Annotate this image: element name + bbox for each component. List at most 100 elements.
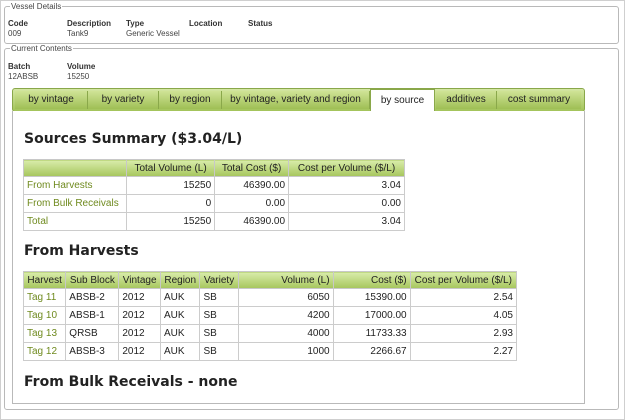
contents-batch-label: Batch	[8, 62, 31, 71]
vintage-cell: 2012	[118, 288, 161, 307]
sub-block-cell: QRSB	[65, 324, 120, 343]
cost-per-volume-cell: 3.04	[288, 176, 405, 195]
sub-block-cell: ABSB-1	[65, 306, 120, 325]
contents-volume: Volume 15250	[67, 62, 95, 82]
variety-cell: SB	[199, 306, 239, 325]
cost-per-volume-cell: 2.93	[409, 324, 518, 343]
cost-per-volume-cell: 4.05	[409, 306, 518, 325]
vessel-type: Type Generic Vessel	[126, 19, 180, 39]
variety-cell: SB	[199, 288, 239, 307]
column-header: Harvest	[22, 271, 67, 289]
vessel-description-label: Description	[67, 19, 112, 28]
column-header: Vintage	[118, 271, 161, 289]
table-row: Tag 11 ABSB-2 2012 AUK SB 6050 15390.00 …	[22, 288, 518, 307]
table-row: Total 15250 46390.00 3.04	[23, 212, 405, 231]
column-header: Total Cost ($)	[214, 159, 290, 177]
contents-batch: Batch 12ABSB	[8, 62, 38, 82]
column-header: Cost per Volume ($/L)	[288, 159, 405, 177]
column-header: Total Volume (L)	[125, 159, 216, 177]
vessel-status-label: Status	[248, 19, 273, 28]
total-cost-cell: 46390.00	[214, 176, 290, 195]
cost-per-volume-cell: 0.00	[288, 194, 405, 213]
tab-by-variety[interactable]: by variety	[88, 91, 159, 109]
vessel-code-value: 009	[8, 29, 22, 38]
variety-cell: SB	[199, 324, 239, 343]
source-total-label: Total	[23, 212, 127, 231]
tab-additives[interactable]: additives	[436, 91, 497, 109]
table-row: Tag 10 ABSB-1 2012 AUK SB 4200 17000.00 …	[22, 306, 518, 325]
source-link-harvests[interactable]: From Harvests	[23, 176, 127, 195]
total-cost-cell: 46390.00	[214, 212, 290, 231]
total-cost-cell: 0.00	[214, 194, 290, 213]
harvest-link[interactable]: Tag 12	[22, 342, 67, 361]
vessel-description-value: Tank9	[67, 29, 89, 38]
sources-summary-title: Sources Summary ($3.04/L)	[24, 131, 243, 147]
sub-block-cell: ABSB-3	[65, 342, 120, 361]
cost-cell: 2266.67	[332, 342, 411, 361]
contents-volume-label: Volume	[67, 62, 96, 71]
source-link-bulk-receivals[interactable]: From Bulk Receivals	[23, 194, 127, 213]
from-bulk-receivals-title: From Bulk Receivals - none	[24, 374, 238, 390]
vintage-cell: 2012	[118, 324, 161, 343]
tab-bar: by vintage by variety by region by vinta…	[12, 88, 585, 112]
column-header: Region	[159, 271, 201, 289]
table-row: Tag 12 ABSB-3 2012 AUK SB 1000 2266.67 2…	[22, 342, 518, 361]
tab-by-region[interactable]: by region	[159, 91, 222, 109]
contents-batch-value: 12ABSB	[8, 72, 39, 81]
cost-cell: 15390.00	[332, 288, 411, 307]
column-header	[23, 159, 127, 177]
current-contents-section: Current Contents	[4, 44, 619, 410]
tab-by-vintage[interactable]: by vintage	[15, 91, 88, 109]
column-header: Sub Block	[65, 271, 120, 289]
table-row: From Bulk Receivals 0 0.00 0.00	[23, 194, 405, 213]
volume-cell: 4000	[237, 324, 334, 343]
total-volume-cell: 15250	[125, 176, 216, 195]
region-cell: AUK	[159, 288, 201, 307]
vintage-cell: 2012	[118, 306, 161, 325]
from-harvests-title: From Harvests	[24, 243, 139, 259]
column-header: Cost ($)	[332, 271, 411, 289]
total-volume-cell: 15250	[125, 212, 216, 231]
table-row: From Harvests 15250 46390.00 3.04	[23, 176, 405, 195]
harvest-link[interactable]: Tag 13	[22, 324, 67, 343]
harvests-table: Harvest Sub Block Vintage Region Variety…	[22, 271, 518, 361]
vessel-code: Code 009	[8, 19, 28, 39]
cost-per-volume-cell: 2.54	[409, 288, 518, 307]
current-contents-legend: Current Contents	[11, 44, 72, 53]
cost-cell: 17000.00	[332, 306, 411, 325]
harvest-link[interactable]: Tag 10	[22, 306, 67, 325]
vessel-type-label: Type	[126, 19, 145, 28]
sources-summary-table: Total Volume (L) Total Cost ($) Cost per…	[23, 159, 405, 231]
table-header-row: Total Volume (L) Total Cost ($) Cost per…	[23, 159, 405, 177]
tab-by-source[interactable]: by source	[370, 89, 435, 112]
region-cell: AUK	[159, 324, 201, 343]
variety-cell: SB	[199, 342, 239, 361]
column-header: Cost per Volume ($/L)	[409, 271, 518, 289]
tab-by-vintage-variety-region[interactable]: by vintage, variety and region	[222, 91, 370, 109]
vintage-cell: 2012	[118, 342, 161, 361]
vessel-type-value: Generic Vessel	[126, 29, 180, 38]
column-header: Variety	[199, 271, 239, 289]
vessel-details-section: Vessel Details	[4, 2, 619, 44]
vessel-status: Status	[248, 19, 272, 29]
cost-per-volume-cell: 2.27	[409, 342, 518, 361]
tab-cost-summary[interactable]: cost summary	[497, 91, 581, 109]
contents-volume-value: 15250	[67, 72, 90, 81]
vessel-location-label: Location	[189, 19, 223, 28]
volume-cell: 4200	[237, 306, 334, 325]
volume-cell: 1000	[237, 342, 334, 361]
table-header-row: Harvest Sub Block Vintage Region Variety…	[22, 271, 518, 289]
harvest-link[interactable]: Tag 11	[22, 288, 67, 307]
sub-block-cell: ABSB-2	[65, 288, 120, 307]
volume-cell: 6050	[237, 288, 334, 307]
column-header: Volume (L)	[237, 271, 334, 289]
table-row: Tag 13 QRSB 2012 AUK SB 4000 11733.33 2.…	[22, 324, 518, 343]
vessel-code-label: Code	[8, 19, 28, 28]
vessel-location: Location	[189, 19, 222, 29]
vessel-details-legend: Vessel Details	[11, 2, 62, 11]
total-volume-cell: 0	[125, 194, 216, 213]
region-cell: AUK	[159, 342, 201, 361]
cost-cell: 11733.33	[332, 324, 411, 343]
region-cell: AUK	[159, 306, 201, 325]
cost-per-volume-cell: 3.04	[288, 212, 405, 231]
